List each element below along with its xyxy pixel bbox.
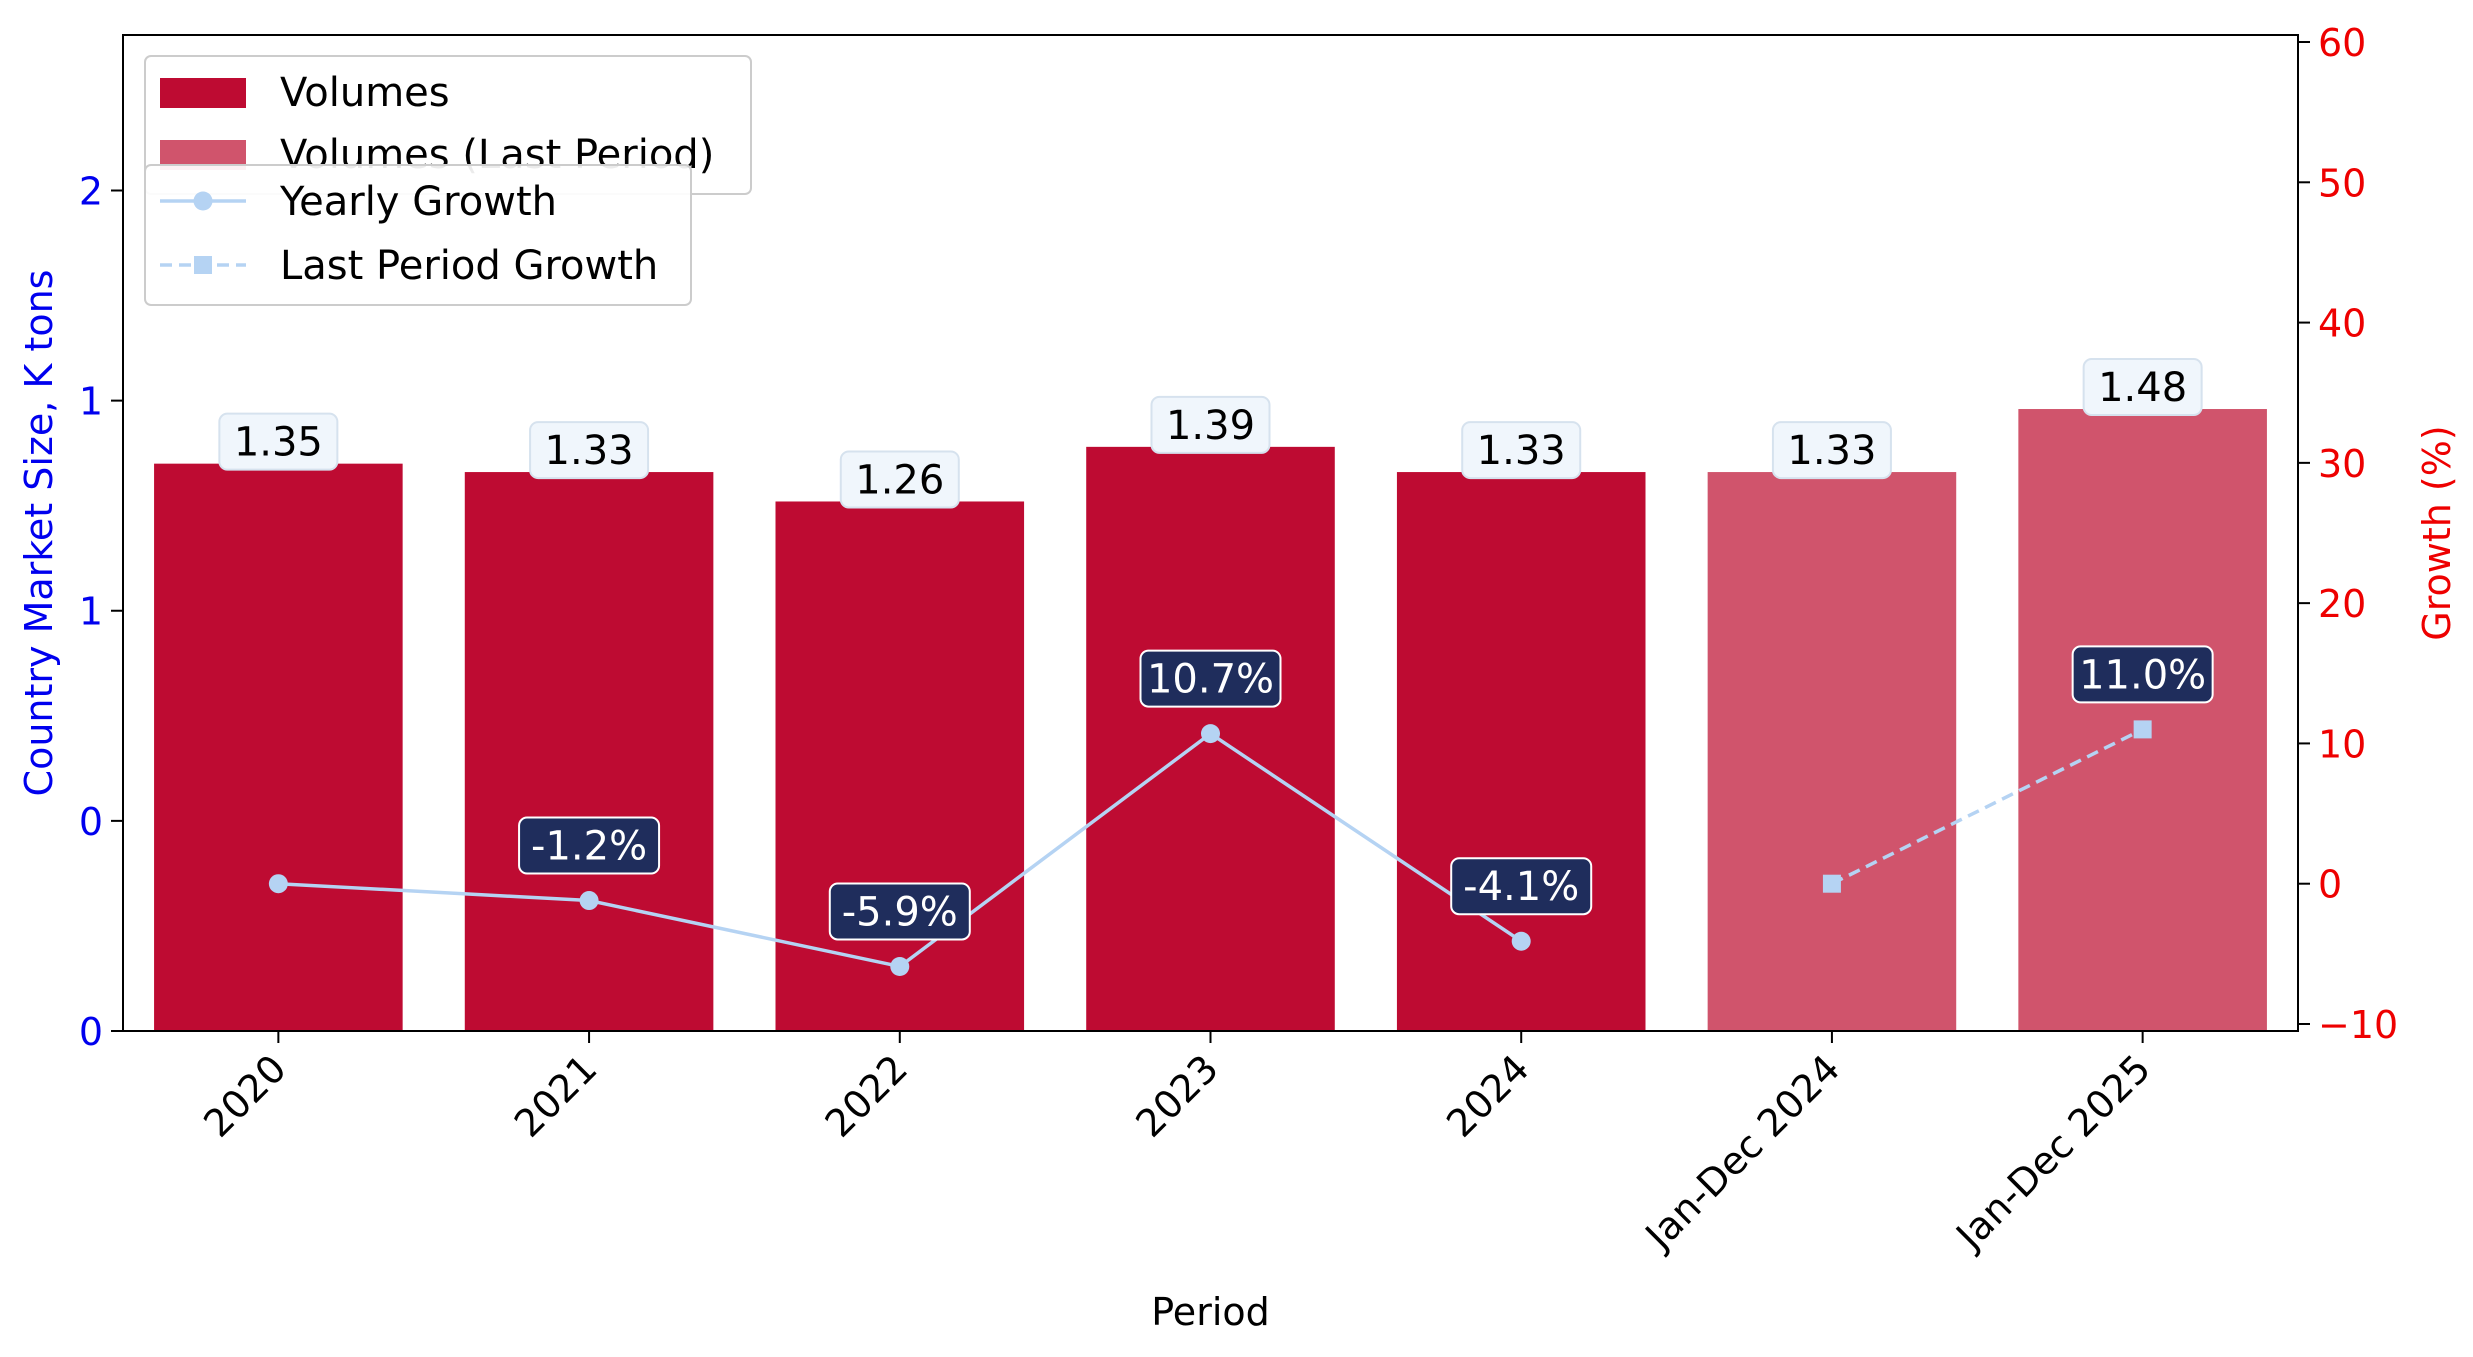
bar-1-5 [1707, 472, 1957, 1031]
growth-label-1-6-box [2071, 645, 2214, 704]
left-tick-label-2: 1 [79, 590, 103, 634]
left-axis-title: Country Market Size, K tons [17, 270, 61, 797]
bar-value-label-0-2: 1.26 [855, 457, 944, 503]
bar-value-label-1-6: 1.48 [2098, 365, 2187, 411]
bar-1-6 [2018, 409, 2267, 1031]
x-tick-label-0: 2020 [195, 1046, 295, 1146]
circle-marker-0-0 [268, 874, 288, 894]
bar-0-0 [154, 463, 403, 1032]
square-marker-1-0 [1822, 874, 1841, 893]
bar-value-label-1-5-box [1771, 421, 1892, 480]
bar-value-label-0-1: 1.33 [545, 428, 634, 474]
legend-line-label-1: Last Period Growth [280, 243, 658, 289]
circle-marker-0-1 [579, 891, 599, 911]
left-tick-label-3: 1 [79, 380, 103, 424]
left-tick-label-0: 0 [79, 1010, 103, 1054]
bars-layer [154, 409, 2267, 1032]
left-tick-label-4: 2 [79, 169, 103, 213]
legend-lines-frame [144, 164, 692, 306]
circle-marker-0-3 [1201, 724, 1220, 744]
legend-line-label-0: Yearly Growth [279, 179, 557, 225]
right-tick-label-1: 0 [2318, 863, 2342, 907]
bar-value-label-0-4: 1.33 [1477, 428, 1566, 474]
bar-value-label-0-1-box [529, 421, 650, 480]
bar-value-label-1-5: 1.33 [1787, 428, 1876, 474]
square-marker-1-1 [2133, 720, 2152, 739]
bar-value-label-0-2-box [839, 450, 960, 509]
bar-0-1 [464, 472, 714, 1031]
growth-label-0-1-box [518, 816, 661, 875]
growth-label-0-2-box [828, 882, 971, 941]
bar-value-label-0-3-box [1150, 395, 1271, 454]
legend-square-marker-1 [194, 256, 212, 274]
labels-layer: 1.35 1.33 1.26 1.39 1.33 1.33 1.48 -1.2% -5.9% 10… [218, 358, 2214, 941]
left-tick-label-1: 0 [79, 800, 103, 844]
x-axis-title: Period [1151, 1290, 1270, 1334]
bar-value-label-1-6-box [2082, 358, 2203, 417]
growth-label-0-3-box [1139, 649, 1282, 708]
right-tick-label-3: 20 [2318, 582, 2366, 626]
legend-swatch-0 [160, 78, 246, 108]
right-axis-title: Growth (%) [2415, 425, 2459, 640]
x-tick-label-4: 2024 [1438, 1046, 1538, 1146]
growth-label-0-2: -5.9% [842, 889, 958, 935]
right-tick-label-0: −10 [2318, 1003, 2398, 1047]
series-line-1 [1831, 727, 2144, 886]
circle-marker-0-4 [1511, 931, 1531, 951]
legend-circle-marker-0 [193, 191, 213, 211]
growth-label-0-4: -4.1% [1463, 864, 1579, 910]
bar-value-label-0-4-box [1461, 421, 1582, 480]
legend-label-0: Volumes [280, 70, 450, 116]
bar-value-label-0-0-box [218, 412, 339, 471]
right-tick-label-7: 60 [2318, 21, 2366, 65]
x-tick-label-2: 2022 [817, 1046, 917, 1146]
growth-label-1-6: 11.0% [2079, 652, 2206, 698]
growth-label-0-3: 10.7% [1147, 657, 1274, 703]
x-tick-label-3: 2023 [1127, 1046, 1227, 1146]
right-tick-label-6: 50 [2318, 161, 2366, 205]
right-tick-label-2: 10 [2318, 722, 2366, 766]
right-tick-label-5: 40 [2318, 302, 2366, 346]
x-tick-label-1: 2021 [506, 1046, 606, 1146]
growth-label-0-4-box [1450, 857, 1593, 916]
bar-value-label-0-0: 1.35 [234, 420, 323, 466]
x-tick-label-5: Jan-Dec 2024 [1636, 1046, 1849, 1259]
circle-marker-0-2 [890, 956, 910, 976]
x-tick-label-6: Jan-Dec 2025 [1946, 1046, 2159, 1259]
lines-layer [268, 720, 2152, 976]
right-tick-label-4: 30 [2318, 442, 2366, 486]
bar-value-label-0-3: 1.39 [1166, 403, 1255, 449]
growth-label-0-1: -1.2% [531, 824, 647, 870]
bar-0-2 [775, 501, 1025, 1031]
